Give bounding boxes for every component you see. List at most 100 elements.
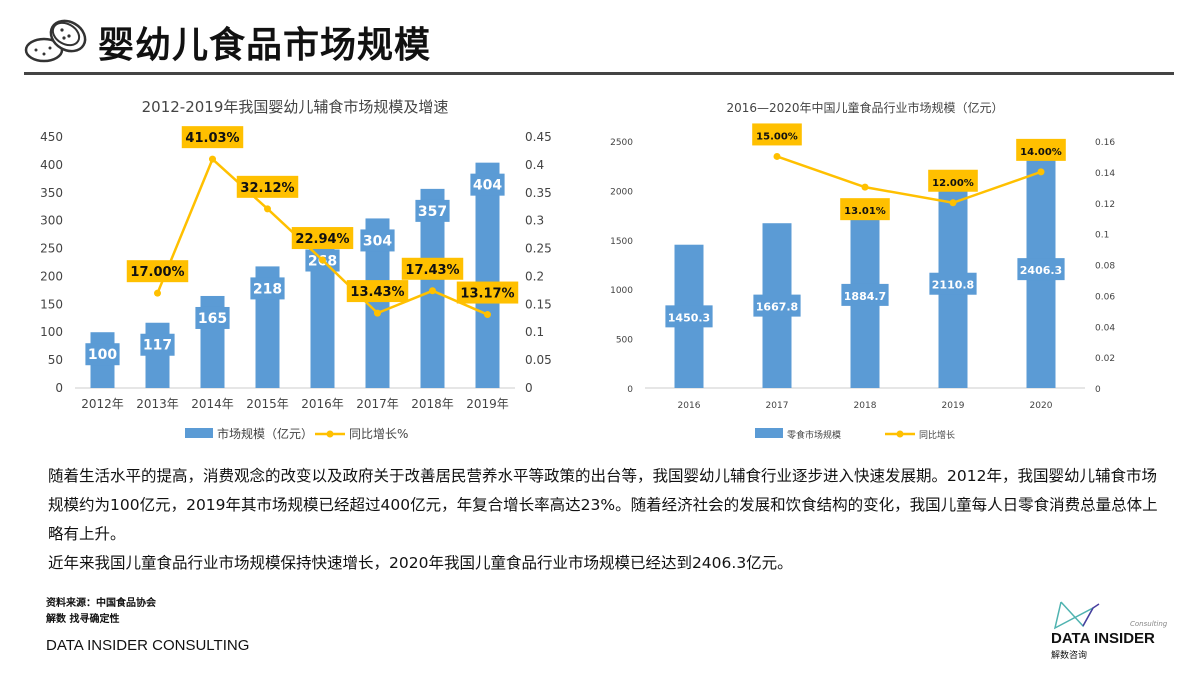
y-tick-label: 450 [40, 130, 63, 144]
bar-label-bg [415, 199, 450, 222]
line-data-label: 13.01% [844, 206, 886, 217]
bar-data-label: 404 [473, 178, 502, 194]
bar-label-bg [85, 343, 120, 366]
chart-title: 2012-2019年我国婴幼儿辅食市场规模及增速 [142, 98, 449, 116]
line-label-bg [126, 260, 189, 283]
y2-tick-label: 0 [1095, 385, 1101, 395]
x-tick-label: 2019 [942, 401, 965, 411]
legend-line-marker [326, 430, 334, 438]
bar-label-bg [360, 229, 395, 252]
growth-point [773, 152, 781, 160]
y2-tick-label: 0.1 [1095, 231, 1109, 241]
slogan: 解数 找寻确定性 [46, 614, 120, 625]
y2-tick-label: 0.04 [1095, 323, 1115, 333]
growth-point [319, 256, 326, 264]
line-data-label: 22.94% [295, 232, 349, 247]
bar-label-bg [140, 333, 175, 356]
legend-bar-label: 零食市场规模 [787, 429, 841, 441]
x-tick-label: 2016年 [301, 397, 344, 411]
line-data-label: 12.00% [932, 178, 974, 189]
y-tick-label: 200 [40, 269, 63, 283]
bar-label-bg [1017, 258, 1065, 281]
bar-label-bg [195, 306, 230, 329]
bar [475, 162, 500, 388]
x-tick-label: 2017年 [356, 397, 399, 411]
line-data-label: 15.00% [756, 131, 798, 142]
legend-line-marker [896, 430, 904, 438]
y-tick-label: 400 [40, 158, 63, 172]
legend-bar-swatch [185, 428, 213, 438]
x-tick-label: 2018年 [411, 397, 454, 411]
y-tick-label: 0 [627, 385, 633, 395]
paragraph-1: 随着生活水平的提高，消费观念的改变以及政府关于改善居民营养水平等政策的出台等，我… [48, 467, 1158, 543]
x-tick-label: 2017 [766, 401, 789, 411]
children-food-chart: 2016—2020年中国儿童食品行业市场规模（亿元） 0 500 1000 1500 20… [610, 100, 1115, 441]
growth-point [154, 289, 161, 297]
y-tick-label: 0 [55, 381, 63, 395]
chart-title: 2016—2020年中国儿童食品行业市场规模（亿元） [726, 100, 1003, 115]
y2-tick-label: 0.35 [525, 186, 552, 200]
bar-label-bg [841, 283, 889, 306]
y2-tick-label: 0.16 [1095, 138, 1115, 148]
y2-tick-label: 0.3 [525, 214, 544, 228]
line-data-label: 17.00% [130, 265, 184, 280]
legend-bar-label: 市场规模（亿元） [217, 426, 313, 441]
x-tick-label: 2012年 [81, 397, 124, 411]
line-label-bg [291, 227, 354, 250]
growth-line [776, 155, 1042, 205]
line-data-label: 13.17% [460, 287, 514, 302]
bar-data-label: 165 [198, 311, 227, 327]
x-tick-label: 2016 [678, 401, 701, 411]
source-note: 资料来源：中国食品协会 [46, 598, 156, 609]
page-title: 婴幼儿食品市场规模 [98, 25, 432, 66]
legend-bar-swatch [755, 428, 783, 438]
y2-tick-label: 0.08 [1095, 262, 1115, 272]
bar-data-label: 1884.7 [844, 290, 886, 303]
y-tick-label: 250 [40, 242, 63, 256]
x-tick-label: 2014年 [191, 397, 234, 411]
infant-food-chart: 2012-2019年我国婴幼儿辅食市场规模及增速 0 50 100 150 200 250 3… [40, 98, 552, 441]
body-text: 随着生活水平的提高，消费观念的改变以及政府关于改善居民营养水平等政策的出台等，我… [48, 462, 1168, 578]
logo-mark-icon [1053, 601, 1100, 630]
bar-data-label: 100 [88, 347, 117, 363]
y2-tick-label: 0.05 [525, 353, 552, 367]
line-label-bg [840, 198, 890, 221]
y-tick-label: 100 [40, 325, 63, 339]
x-tick-label: 2019年 [466, 397, 509, 411]
growth-point [264, 205, 271, 213]
bar-data-label: 357 [418, 204, 447, 220]
y-tick-label: 500 [616, 336, 633, 346]
growth-point [484, 311, 491, 319]
growth-point [429, 287, 436, 295]
growth-point [374, 309, 381, 317]
line-label-bg [346, 280, 409, 303]
line-label-bg [752, 123, 802, 146]
x-tick-label: 2015年 [246, 397, 289, 411]
line-data-label: 13.43% [350, 285, 404, 300]
y2-tick-label: 0.06 [1095, 292, 1115, 302]
y-tick-label: 350 [40, 186, 63, 200]
y-tick-label: 300 [40, 214, 63, 228]
line-label-bg [928, 169, 978, 192]
y2-tick-label: 0.25 [525, 242, 552, 256]
y2-tick-label: 0.14 [1095, 169, 1115, 179]
growth-point [861, 183, 869, 191]
title-divider [24, 72, 1174, 75]
growth-point [1037, 168, 1045, 176]
bar-data-label: 117 [143, 338, 172, 354]
line-data-label: 14.00% [1020, 147, 1062, 158]
line-label-bg [236, 175, 299, 198]
line-label-bg [401, 257, 464, 280]
y-tick-label: 1500 [610, 237, 633, 247]
y2-tick-label: 0.12 [1095, 200, 1115, 210]
bar-label-bg [250, 277, 285, 300]
bar-data-label: 1667.8 [756, 301, 798, 314]
x-tick-label: 2018 [854, 401, 877, 411]
line-label-bg [456, 281, 519, 304]
line-data-label: 32.12% [240, 181, 294, 196]
y2-tick-label: 0 [525, 381, 533, 395]
y-tick-label: 1000 [610, 286, 633, 296]
bar-label-bg [665, 305, 713, 328]
x-tick-label: 2013年 [136, 397, 179, 411]
y2-tick-label: 0.1 [525, 325, 544, 339]
